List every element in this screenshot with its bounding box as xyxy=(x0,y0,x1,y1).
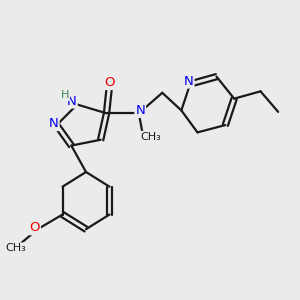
Text: N: N xyxy=(49,117,58,130)
Text: CH₃: CH₃ xyxy=(140,132,161,142)
Text: O: O xyxy=(29,221,40,234)
Text: N: N xyxy=(184,75,194,88)
Text: CH₃: CH₃ xyxy=(5,243,26,253)
Text: O: O xyxy=(104,76,115,89)
Text: N: N xyxy=(135,104,145,117)
Text: N: N xyxy=(67,94,77,107)
Text: H: H xyxy=(61,90,69,100)
